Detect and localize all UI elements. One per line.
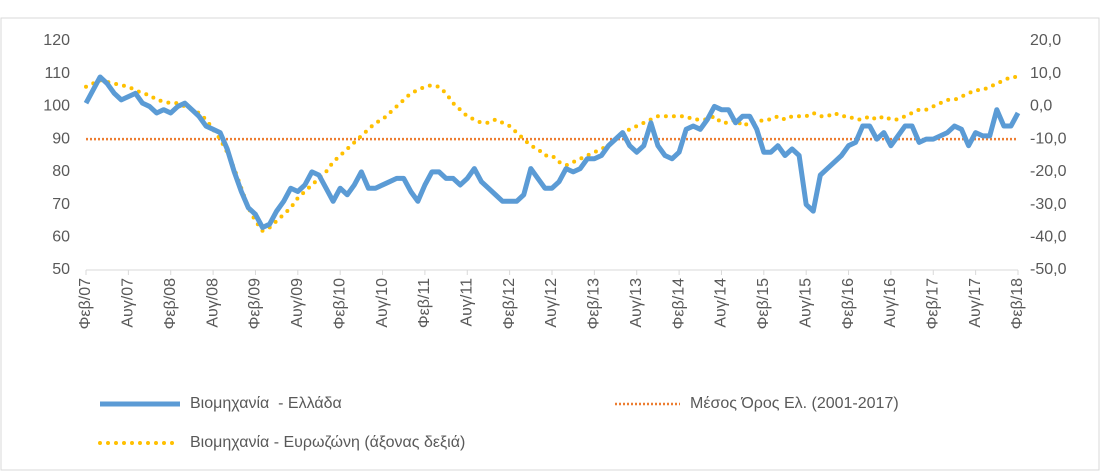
y-tick-label: 60	[52, 229, 70, 246]
legend-label: Μέσος Όρος Ελ. (2001-2017)	[690, 395, 899, 412]
y2-tick-label: -20,0	[1030, 163, 1067, 180]
y-tick-label: 120	[43, 32, 70, 49]
x-tick-label: Φεβ/09	[247, 278, 264, 329]
y-tick-label: 110	[44, 65, 70, 82]
x-tick-label: Αυγ/17	[967, 278, 984, 328]
legend-label: Βιομηχανία - Ευρωζώνη (άξονας δεξιά)	[190, 434, 465, 451]
y2-tick-label: -10,0	[1030, 130, 1067, 147]
x-tick-label: Αυγ/08	[204, 278, 221, 328]
x-tick-label: Φεβ/13	[586, 278, 603, 329]
y2-tick-label: 10,0	[1030, 65, 1061, 82]
x-tick-label: Αυγ/13	[628, 278, 645, 328]
x-tick-label: Φεβ/08	[162, 278, 179, 329]
y2-tick-label: 20,0	[1030, 32, 1061, 49]
y2-tick-label: -40,0	[1030, 229, 1067, 246]
x-tick-label: Φεβ/12	[501, 278, 518, 329]
y2-tick-label: -50,0	[1030, 261, 1067, 278]
x-tick-label: Αυγ/14	[713, 278, 730, 328]
x-tick-label: Αυγ/11	[458, 278, 475, 327]
y-tick-label: 90	[52, 130, 70, 147]
x-tick-label: Φεβ/18	[1009, 278, 1026, 329]
y2-tick-label: -30,0	[1030, 196, 1067, 213]
x-tick-label: Φεβ/16	[840, 278, 857, 329]
series-line	[84, 74, 1020, 234]
chart-frame	[0, 17, 1100, 471]
y-tick-label: 70	[52, 196, 70, 213]
legend-label: Βιομηχανία - Ελλάδα	[190, 395, 342, 412]
y-tick-label: 50	[52, 261, 70, 278]
y-tick-label: 100	[43, 98, 70, 115]
x-tick-label: Αυγ/10	[374, 278, 391, 328]
x-tick-label: Αυγ/12	[543, 278, 560, 328]
y-tick-label: 80	[52, 163, 70, 180]
x-tick-label: Φεβ/17	[924, 278, 941, 329]
x-tick-label: Φεβ/11	[416, 278, 433, 328]
x-tick-label: Αυγ/15	[797, 278, 814, 328]
x-tick-label: Φεβ/14	[670, 278, 687, 329]
x-tick-label: Φεβ/15	[755, 278, 772, 329]
x-tick-label: Αυγ/16	[882, 278, 899, 328]
x-tick-label: Φεβ/10	[331, 278, 348, 329]
series-line	[83, 74, 1021, 230]
x-tick-label: Αυγ/09	[289, 278, 306, 328]
y2-tick-label: 0,0	[1030, 98, 1052, 115]
x-tick-label: Αυγ/07	[120, 278, 137, 328]
x-tick-label: Φεβ/07	[77, 278, 94, 329]
